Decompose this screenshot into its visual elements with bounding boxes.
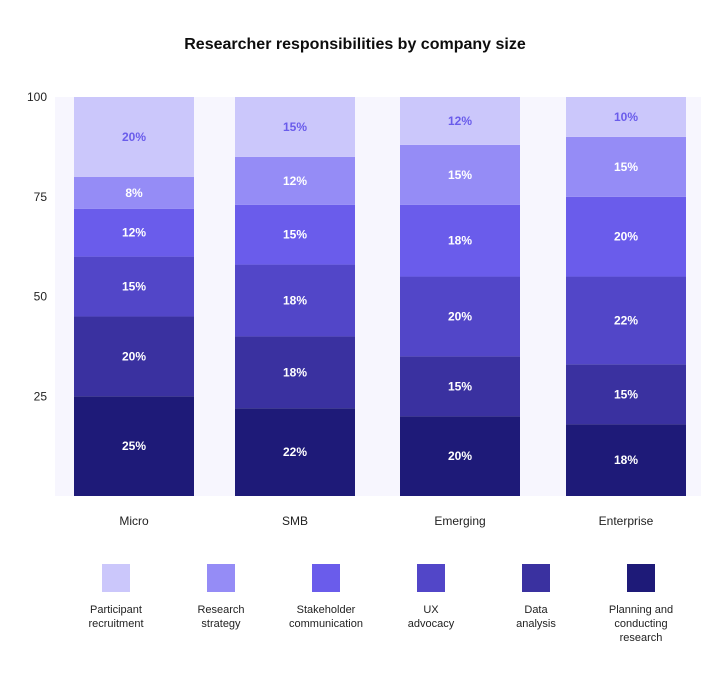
data-label: 18%: [283, 365, 307, 379]
data-label: 12%: [283, 174, 307, 188]
legend-label: strategy: [201, 618, 241, 630]
bars: 25% 20% 15% 12% 8% 20% 22% 18% 18% 15% 12% 15% 20% 15…: [74, 97, 686, 496]
data-label: 20%: [448, 309, 472, 323]
bar-segment: [566, 136, 686, 197]
bar-segment: [235, 156, 355, 205]
data-label: 18%: [448, 234, 472, 248]
data-label: 12%: [122, 226, 146, 240]
bar-segment: [400, 144, 520, 205]
bar-segment: [235, 97, 355, 157]
data-label: 10%: [614, 110, 638, 124]
data-label: 20%: [122, 130, 146, 144]
bar-segment: [74, 208, 194, 257]
bar-segment: [74, 316, 194, 397]
bar-segment: [235, 408, 355, 496]
legend-label: UX: [423, 604, 439, 616]
legend-label: Planning and: [609, 604, 673, 616]
legend-swatch: [102, 564, 130, 592]
x-tick-label: Enterprise: [599, 514, 654, 528]
legend-item: Participant recruitment: [88, 564, 144, 630]
bar-segment: [235, 204, 355, 265]
x-axis: Micro SMB Emerging Enterprise: [119, 514, 653, 528]
bar-segment: [400, 204, 520, 277]
y-tick-label: 25: [34, 389, 48, 403]
data-label: 15%: [283, 120, 307, 134]
bar-segment: [566, 276, 686, 365]
y-tick-label: 100: [27, 90, 47, 104]
legend-label: Participant: [90, 604, 142, 616]
y-tick-label: 75: [34, 190, 48, 204]
legend-swatch: [627, 564, 655, 592]
bar-segment: [74, 396, 194, 496]
chart-title: Researcher responsibilities by company s…: [184, 36, 526, 53]
legend-item: Data analysis: [516, 564, 556, 630]
bar-segment: [566, 97, 686, 137]
bar-segment: [74, 97, 194, 177]
legend: Participant recruitment Research strategy St…: [88, 564, 673, 644]
data-label: 8%: [125, 186, 143, 200]
bar-segment: [235, 336, 355, 409]
legend-item: Planning and conducting research: [609, 564, 673, 644]
bar-segment: [566, 364, 686, 425]
data-label: 20%: [614, 230, 638, 244]
legend-label: communication: [289, 618, 363, 630]
data-label: 25%: [122, 439, 146, 453]
data-label: 15%: [614, 387, 638, 401]
legend-label: analysis: [516, 618, 556, 630]
data-label: 15%: [448, 168, 472, 182]
bar-segment: [566, 424, 686, 496]
bar-segment: [235, 264, 355, 337]
bar-stack-enterprise: 18% 15% 22% 20% 15% 10%: [566, 97, 686, 496]
data-label: 18%: [283, 293, 307, 307]
legend-item: Stakeholder communication: [289, 564, 363, 630]
y-axis: 25 50 75 100: [27, 90, 47, 403]
bar-segment: [400, 356, 520, 417]
data-label: 15%: [614, 160, 638, 174]
bar-stack-emerging: 20% 15% 20% 18% 15% 12%: [400, 97, 520, 496]
data-label: 15%: [448, 379, 472, 393]
legend-swatch: [207, 564, 235, 592]
legend-label: Data: [524, 604, 548, 616]
data-label: 22%: [283, 445, 307, 459]
bar-segment: [74, 256, 194, 317]
legend-label: recruitment: [88, 618, 143, 630]
legend-item: UX advocacy: [408, 564, 455, 630]
bar-segment: [74, 176, 194, 209]
data-label: 18%: [614, 453, 638, 467]
y-tick-label: 50: [34, 290, 48, 304]
legend-label: research: [620, 632, 663, 644]
legend-label: Stakeholder: [297, 604, 356, 616]
bar-segment: [400, 276, 520, 357]
bar-segment: [400, 416, 520, 496]
data-label: 20%: [448, 449, 472, 463]
bar-segment: [566, 196, 686, 277]
legend-label: advocacy: [408, 618, 455, 630]
bar-stack-micro: 25% 20% 15% 12% 8% 20%: [74, 97, 194, 496]
data-label: 12%: [448, 114, 472, 128]
legend-swatch: [522, 564, 550, 592]
data-label: 22%: [614, 313, 638, 327]
bar-segment: [400, 97, 520, 145]
x-tick-label: Micro: [119, 514, 149, 528]
legend-label: conducting: [614, 618, 667, 630]
data-label: 15%: [283, 228, 307, 242]
bar-stack-smb: 22% 18% 18% 15% 12% 15%: [235, 97, 355, 496]
x-tick-label: SMB: [282, 514, 308, 528]
data-label: 20%: [122, 349, 146, 363]
legend-item: Research strategy: [197, 564, 245, 630]
legend-label: Research: [197, 604, 244, 616]
data-label: 15%: [122, 280, 146, 294]
legend-swatch: [417, 564, 445, 592]
legend-swatch: [312, 564, 340, 592]
x-tick-label: Emerging: [434, 514, 485, 528]
